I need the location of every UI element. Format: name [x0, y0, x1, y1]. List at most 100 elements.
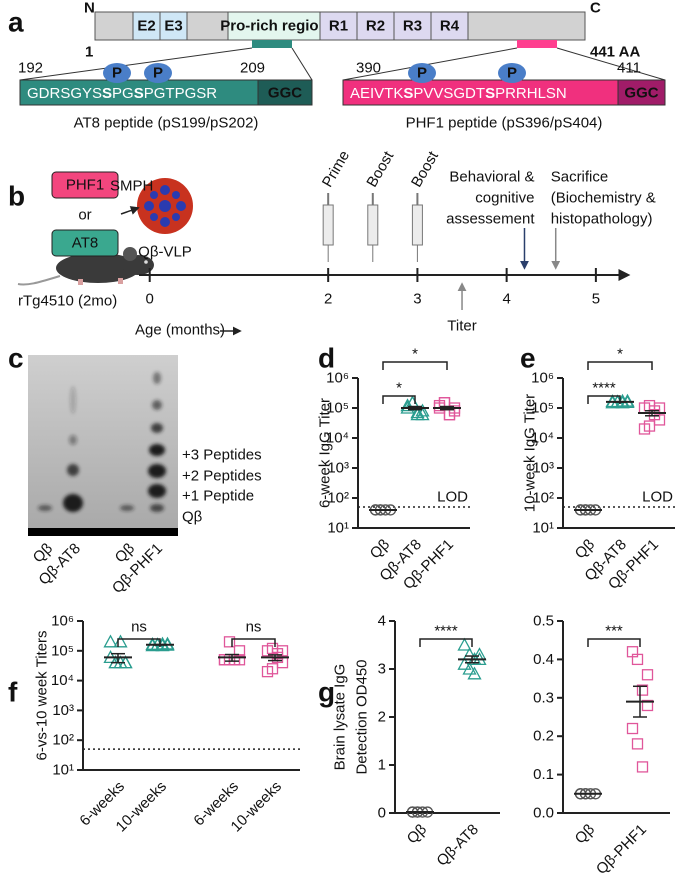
y-tick-label: 10⁴: [531, 430, 554, 447]
panel-label: a: [8, 7, 24, 38]
panel-label: e: [520, 343, 536, 374]
linker-box: [257, 79, 313, 106]
zoom-line: [291, 47, 313, 81]
phospho-label: P: [417, 65, 427, 82]
significance-bracket: [382, 395, 416, 404]
panel-label: d: [318, 343, 335, 374]
significance-label: ***: [605, 623, 623, 640]
data-point: [641, 669, 654, 681]
y-tick-label: 0.0: [533, 805, 554, 822]
y-tick-label: 10⁶: [531, 370, 554, 387]
linker-label: GGC: [268, 85, 302, 102]
y-tick-label: 0: [378, 805, 386, 822]
peptide-sequence: AEIVTKSPVVSGDTSPRRHLSN: [350, 85, 567, 102]
end-number: 411: [617, 60, 641, 77]
phospho-badge: [103, 63, 131, 83]
y-tick-label: 0.4: [533, 651, 554, 668]
significance-label: ****: [592, 380, 616, 397]
data-point: [462, 661, 477, 675]
peptide-region: [252, 40, 292, 48]
y-tick-label: 10¹: [532, 520, 554, 537]
syringe: [367, 193, 379, 262]
domain-label: R4: [440, 18, 460, 35]
end-residue: 441 AA: [590, 44, 640, 61]
y-tick-label: 10¹: [52, 762, 74, 779]
significance-label: ****: [434, 623, 458, 640]
timeline-tick-label: 0: [146, 291, 154, 308]
y-axis-label: 10-week IgG Titer: [522, 394, 539, 512]
data-point: [233, 654, 246, 666]
lod-label: LOD: [437, 489, 468, 506]
y-tick-label: 10⁴: [51, 672, 74, 689]
linker-label: GGC: [624, 85, 658, 102]
peptide-chip-label: AT8: [72, 235, 98, 252]
significance-bracket: [117, 638, 161, 647]
gel-image: [28, 355, 178, 536]
y-tick-label: 10⁵: [326, 400, 349, 417]
error-bar: [633, 685, 647, 718]
sacrifice-label: Sacrifice: [551, 169, 609, 186]
syringe-barrel: [322, 204, 334, 246]
y-axis-label: Brain lysate IgG: [332, 664, 349, 771]
error-bar: [465, 655, 479, 664]
data-point: [400, 398, 415, 412]
syringe: [322, 193, 334, 262]
peptide-caption: AT8 peptide (pS199/pS202): [74, 115, 259, 132]
y-tick-label: 10⁵: [51, 642, 74, 659]
phospho-badge: [408, 63, 436, 83]
lod-label: LOD: [642, 489, 673, 506]
data-point: [626, 722, 639, 735]
band-label: +2 Peptides: [182, 468, 262, 485]
start-number: 390: [356, 60, 381, 77]
error-bar: [268, 654, 282, 662]
y-tick-label: 10³: [532, 460, 554, 477]
y-tick-label: 10³: [52, 702, 74, 719]
peptide-caption: PHF1 peptide (pS396/pS404): [406, 115, 603, 132]
event-label: Boost: [408, 148, 442, 190]
behavioral-label: assessement: [446, 211, 535, 228]
phospho-badge: [144, 63, 172, 83]
data-point: [641, 699, 654, 712]
sequence-part: S: [102, 85, 112, 102]
significance-label: ns: [246, 619, 262, 636]
data-point: [457, 656, 472, 670]
y-tick-label: 0.5: [533, 613, 554, 630]
domain: [430, 11, 469, 41]
significance-bracket: [587, 638, 641, 647]
conjugation-arrow: [120, 206, 140, 215]
data-point: [276, 645, 289, 657]
y-tick-label: 10²: [327, 490, 349, 507]
syringe-barrel: [367, 204, 379, 246]
panel-label: g: [318, 677, 335, 708]
vlp-icon: [137, 178, 193, 234]
mouse-label: rTg4510 (2mo): [18, 293, 117, 310]
phospho-badge: [498, 63, 526, 83]
syringe-barrel: [411, 204, 423, 246]
zoom-line: [342, 47, 518, 81]
x-tick-label: Qβ-PHF1: [593, 821, 650, 878]
data-point: [467, 666, 482, 680]
data-point: [620, 393, 635, 407]
significance-label: *: [617, 346, 623, 363]
data-point: [643, 420, 656, 432]
data-point: [103, 634, 118, 648]
peptide-region: [517, 40, 557, 48]
y-tick-label: 3: [378, 661, 386, 678]
x-tick-label: Qβ: [404, 821, 431, 848]
or-label: or: [78, 207, 91, 224]
syringe: [411, 193, 423, 262]
panel-label: b: [8, 181, 25, 212]
sequence-part: PGTPGSR: [144, 85, 218, 102]
timeline-tick-label: 2: [324, 291, 332, 308]
data-point: [160, 636, 175, 650]
error-bar: [645, 409, 659, 417]
sacrifice-label: (Biochemistry &: [551, 190, 656, 207]
band-label: +3 Peptides: [182, 447, 262, 464]
sequence-part: AEIVTK: [350, 85, 403, 102]
domain-label: R2: [366, 18, 385, 35]
y-axis-label: 6-week IgG Titer: [317, 398, 334, 508]
peptide-chip-label: PHF1: [66, 177, 104, 194]
band-label: Qβ: [182, 509, 203, 526]
sequence-part: S: [403, 85, 413, 102]
